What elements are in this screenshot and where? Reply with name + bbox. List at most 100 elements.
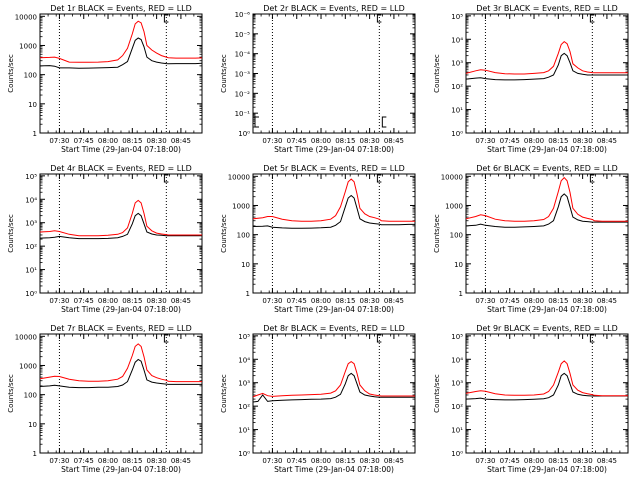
x-axis-label: Start Time (29-Jan-04 07:18:00): [274, 305, 394, 314]
y-tick-label: 10000: [441, 173, 463, 181]
y-tick-label: 10⁵: [238, 333, 250, 341]
empty-data-marker: [381, 116, 387, 128]
plot-frame: [252, 173, 416, 294]
y-tick-label: 10⁴: [451, 356, 463, 364]
x-tick-label: 08:15: [548, 137, 568, 145]
y-tick-label: 10⁵: [451, 333, 463, 341]
y-tick-label: 10⁻¹: [235, 110, 251, 118]
x-tick-label: 08:00: [311, 297, 331, 305]
y-axis-label: Counts/sec: [433, 214, 441, 253]
x-tick-label: 07:45: [500, 297, 520, 305]
detector-panel-8: Det 8r BLACK = Events, RED = LLD 10⁰ 10¹ 10…: [220, 324, 416, 474]
y-tick-label: 10⁴: [238, 356, 250, 364]
y-tick-label: 10³: [451, 60, 463, 68]
x-tick-label: 08:45: [171, 137, 191, 145]
panel-title: Det 5r BLACK = Events, RED = LLD: [263, 164, 405, 173]
y-tick-label: 1: [33, 130, 37, 138]
x-tick-label: 08:45: [384, 457, 404, 465]
series-line-events: [252, 194, 415, 229]
x-tick-label: 07:30: [262, 137, 282, 145]
detector-panel-5: Det 5r BLACK = Events, RED = LLD 1 10 100 10…: [220, 164, 416, 314]
x-tick-label: 08:00: [524, 457, 544, 465]
x-tick-label: 07:30: [262, 297, 282, 305]
series-line-lld: [465, 40, 628, 75]
x-tick-label: 07:45: [500, 137, 520, 145]
x-tick-label: 08:00: [98, 137, 118, 145]
x-tick-label: 08:15: [122, 457, 142, 465]
y-tick-label: 10: [28, 101, 37, 109]
y-axis-label: Counts/sec: [7, 214, 15, 253]
x-tick-label: 08:30: [573, 457, 593, 465]
x-tick-label: 08:30: [573, 137, 593, 145]
panel-title: Det 7r BLACK = Events, RED = LLD: [50, 324, 192, 333]
y-axis-label: Counts/sec: [220, 214, 228, 253]
series-line-events: [252, 372, 415, 403]
y-tick-label: 10⁻³: [235, 71, 251, 79]
panel-title: Det 2r BLACK = Events, RED = LLD: [263, 4, 405, 13]
series-line-lld: [39, 343, 202, 383]
y-tick-label: 100: [24, 392, 37, 400]
series-line-events: [39, 212, 202, 240]
plot-frame: [252, 333, 416, 454]
detector-panel-3: Det 3r BLACK = Events, RED = LLD 10⁰ 10¹ 10…: [433, 4, 629, 154]
panel-title: Det 1r BLACK = Events, RED = LLD: [50, 4, 192, 13]
y-tick-label: 10⁰: [451, 450, 463, 458]
x-tick-label: 07:45: [500, 457, 520, 465]
x-tick-label: 08:45: [597, 457, 617, 465]
series-line-lld: [252, 178, 415, 222]
interval-marker-bracket: [589, 334, 595, 343]
series-line-lld: [39, 20, 203, 63]
y-tick-label: 1: [33, 450, 37, 458]
panel-title: Det 4r BLACK = Events, RED = LLD: [50, 164, 192, 173]
x-tick-label: 07:30: [475, 297, 495, 305]
y-tick-label: 10⁻⁶: [235, 11, 251, 19]
x-tick-label: 07:30: [49, 457, 69, 465]
detector-panel-1: Det 1r BLACK = Events, RED = LLD 1 10 100 10…: [7, 4, 203, 154]
interval-marker-bracket: [376, 14, 382, 23]
x-tick-label: 07:30: [475, 457, 495, 465]
y-tick-label: 10³: [451, 380, 463, 388]
y-axis-label: Counts/sec: [7, 54, 15, 93]
x-tick-label: 08:45: [171, 457, 191, 465]
y-tick-label: 100: [24, 72, 37, 80]
x-tick-label: 08:00: [98, 297, 118, 305]
y-tick-label: 10¹: [238, 427, 250, 435]
x-tick-label: 07:45: [287, 457, 307, 465]
x-tick-label: 08:15: [335, 137, 355, 145]
y-tick-label: 10: [454, 261, 463, 269]
y-tick-label: 1000: [19, 362, 37, 370]
x-tick-label: 08:30: [360, 137, 380, 145]
y-tick-label: 10¹: [451, 427, 463, 435]
x-axis-label: Start Time (29-Jan-04 07:18:00): [274, 465, 394, 474]
plot-frame: [39, 13, 203, 134]
series-line-lld: [252, 360, 415, 398]
y-tick-label: 10¹: [25, 267, 37, 275]
y-axis-label: Counts/sec: [433, 54, 441, 93]
y-tick-label: 10: [28, 421, 37, 429]
x-tick-label: 08:15: [122, 297, 142, 305]
y-tick-label: 10⁵: [451, 13, 463, 21]
x-tick-label: 07:45: [74, 297, 94, 305]
x-tick-label: 08:45: [171, 297, 191, 305]
x-tick-label: 07:30: [262, 457, 282, 465]
detector-panel-4: Det 4r BLACK = Events, RED = LLD 10⁰ 10¹ 10…: [7, 164, 203, 314]
x-tick-label: 07:30: [475, 137, 495, 145]
panel-title: Det 3r BLACK = Events, RED = LLD: [476, 4, 618, 13]
y-tick-label: 100: [237, 232, 250, 240]
x-tick-label: 08:15: [335, 297, 355, 305]
panel-title: Det 9r BLACK = Events, RED = LLD: [476, 324, 618, 333]
x-axis-label: Start Time (29-Jan-04 07:18:00): [487, 145, 607, 154]
x-tick-label: 08:00: [524, 137, 544, 145]
x-axis-label: Start Time (29-Jan-04 07:18:00): [487, 465, 607, 474]
y-tick-label: 10²: [451, 403, 463, 411]
plot-frame: [252, 13, 416, 134]
interval-marker-bracket: [589, 14, 595, 23]
x-tick-label: 08:30: [360, 297, 380, 305]
x-tick-label: 08:30: [573, 297, 593, 305]
y-tick-label: 1000: [232, 202, 250, 210]
interval-marker-bracket: [163, 334, 169, 343]
x-axis-label: Start Time (29-Jan-04 07:18:00): [61, 305, 181, 314]
y-tick-label: 10³: [238, 380, 250, 388]
y-tick-label: 10⁰: [238, 450, 250, 458]
